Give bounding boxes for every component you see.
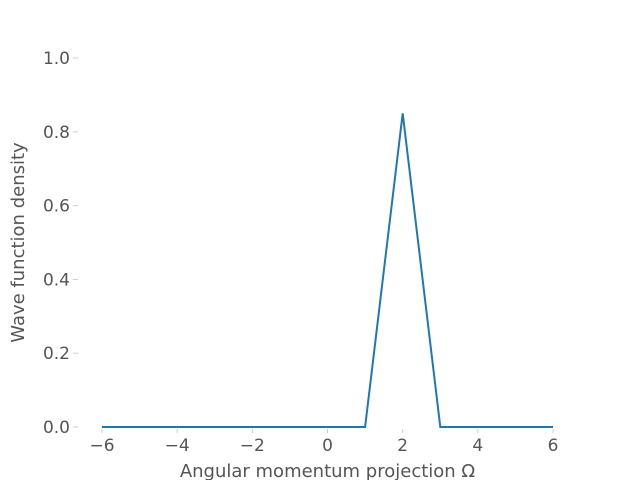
y-axis-ticks: 0.0 0.2 0.4 0.6 0.8 1.0 [43,49,78,438]
x-tick-label: 2 [397,436,408,456]
y-axis-label: Wave function density [8,142,29,343]
y-tick-label: 0.0 [43,418,70,438]
x-tick-label: 6 [548,436,559,456]
x-tick-label: 4 [472,436,483,456]
y-tick-label: 1.0 [43,49,70,69]
x-tick-label: −4 [165,436,190,456]
y-tick-label: 0.2 [43,344,70,364]
x-tick-label: −2 [240,436,265,456]
x-tick-label: 0 [322,436,333,456]
x-axis-label: Angular momentum projection Ω [180,461,476,480]
series-group [102,113,553,428]
x-tick-label: −6 [89,436,114,456]
y-tick-label: 0.6 [43,197,70,217]
series-line [102,113,553,428]
y-tick-label: 0.8 [43,123,70,143]
y-tick-label: 0.4 [43,270,70,290]
x-axis-ticks: −6 −4 −2 0 2 4 6 [89,429,558,456]
